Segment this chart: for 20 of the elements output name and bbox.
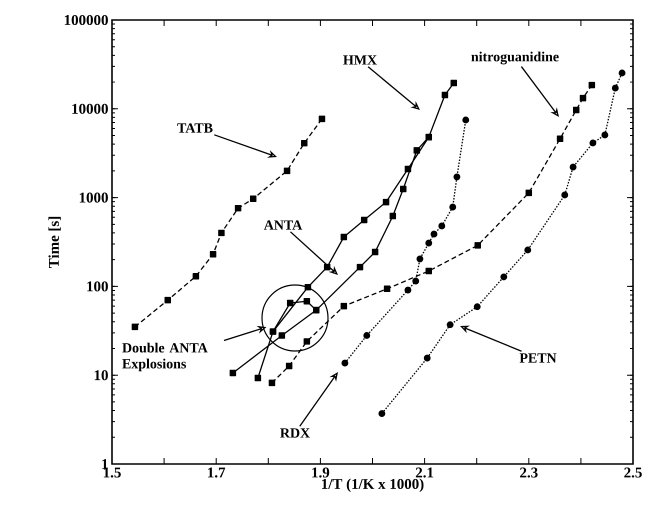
y-tick-label: 100000: [64, 14, 108, 26]
x-tick-label: 2.1: [416, 468, 434, 478]
x-tick-label: 1.5: [104, 468, 121, 478]
annotation: ANTA: [264, 220, 302, 230]
x-tick-label: 1.7: [208, 468, 226, 478]
annotation: nitroguanidine: [471, 52, 559, 64]
y-tick-label: 1000: [80, 192, 108, 203]
annotation: HMX: [343, 55, 377, 65]
annotation: PETN: [520, 353, 556, 363]
x-tick-label: 2.5: [624, 468, 642, 478]
y-tick-label: 10000: [72, 104, 108, 114]
annotation: RDX: [280, 428, 310, 438]
x-axis-title: 1/T (1/K x 1000): [322, 478, 424, 492]
annotation: TATB: [177, 123, 213, 133]
x-tick-label: 2.3: [520, 468, 538, 478]
y-tick-label: 10: [94, 370, 108, 380]
y-axis-title: Time [s]: [48, 216, 61, 268]
annotation: Double ANTA Explosions: [122, 342, 208, 372]
x-tick-label: 1.9: [312, 468, 330, 478]
y-tick-label: 100: [87, 281, 108, 292]
